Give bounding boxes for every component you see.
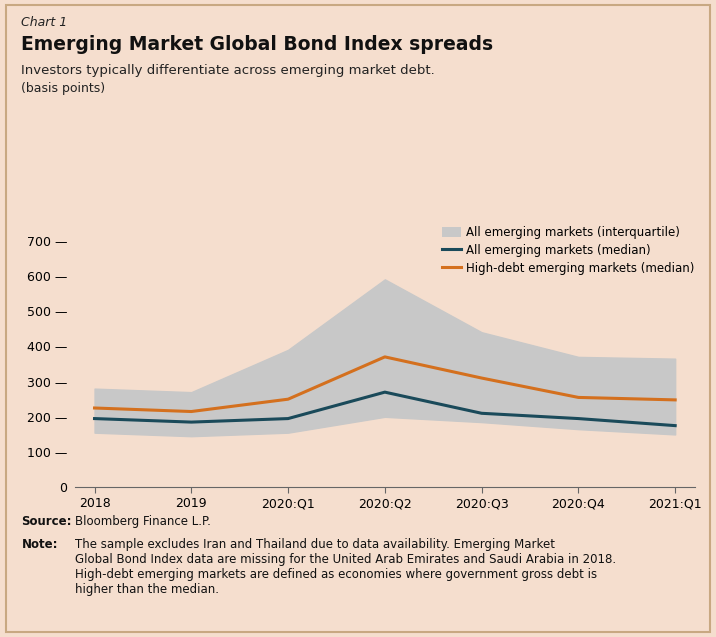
Text: Chart 1: Chart 1 <box>21 16 68 29</box>
Text: (basis points): (basis points) <box>21 82 105 94</box>
Text: The sample excludes Iran and Thailand due to data availability. Emerging Market
: The sample excludes Iran and Thailand du… <box>75 538 616 596</box>
Text: Emerging Market Global Bond Index spreads: Emerging Market Global Bond Index spread… <box>21 35 493 54</box>
Text: Source:: Source: <box>21 515 72 527</box>
Legend: All emerging markets (interquartile), All emerging markets (median), High-debt e: All emerging markets (interquartile), Al… <box>442 226 695 275</box>
Text: Investors typically differentiate across emerging market debt.: Investors typically differentiate across… <box>21 64 435 76</box>
Text: Bloomberg Finance L.P.: Bloomberg Finance L.P. <box>75 515 211 527</box>
Text: Note:: Note: <box>21 538 58 551</box>
